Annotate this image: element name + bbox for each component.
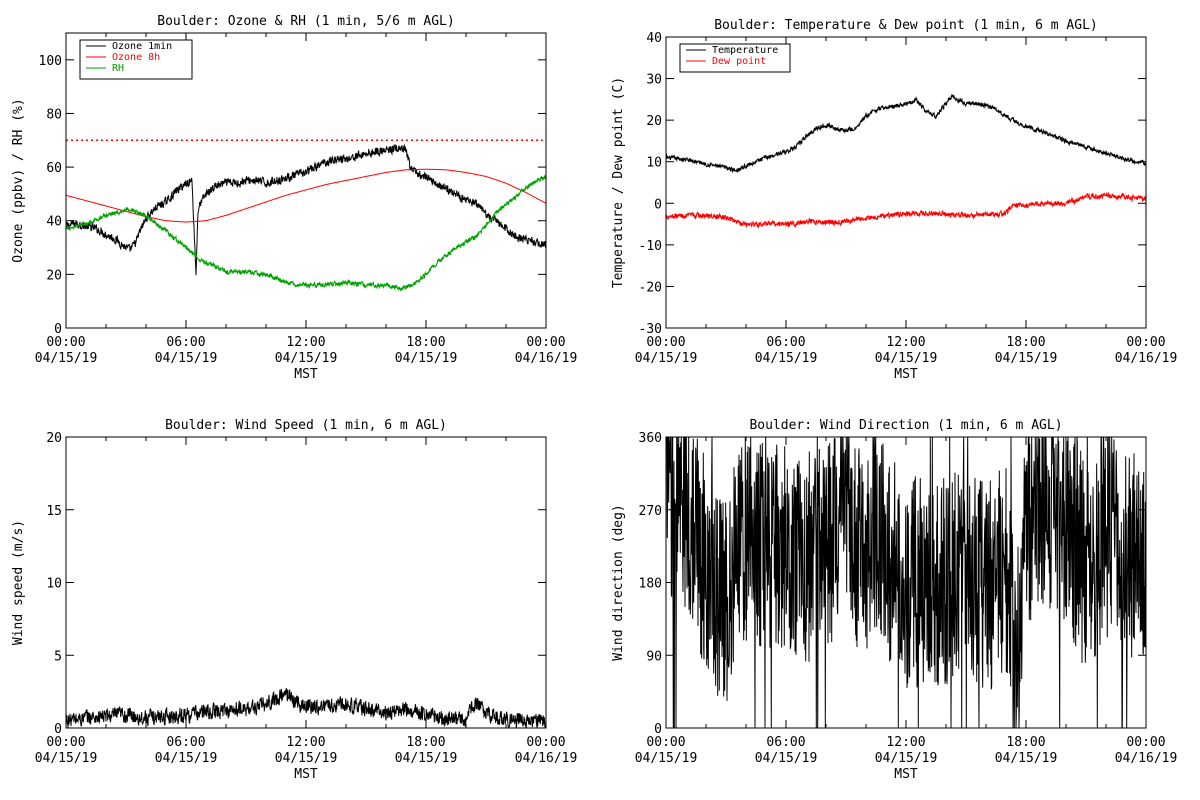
x-tick-label: 04/16/19 [1115, 751, 1178, 766]
chart-temp_dew: Boulder: Temperature & Dew point (1 min,… [611, 18, 1177, 382]
y-tick-label: 80 [46, 107, 62, 122]
x-tick-label: 04/15/19 [995, 351, 1058, 366]
x-tick-label: 18:00 [406, 335, 445, 350]
y-axis-label: Wind speed (m/s) [11, 520, 26, 645]
y-tick-label: 10 [646, 156, 662, 171]
legend-entry: RH [112, 63, 124, 74]
y-axis-label: Wind direction (deg) [611, 504, 626, 661]
chart-wind_speed: Boulder: Wind Speed (1 min, 6 m AGL) 0 5 10… [11, 418, 577, 782]
y-tick-label: 0 [54, 322, 62, 337]
x-tick-label: 06:00 [166, 735, 205, 750]
plot-frame [65, 436, 547, 729]
x-tick-label: 04/15/19 [155, 351, 218, 366]
x-tick-label: 18:00 [406, 735, 445, 750]
x-tick-label: 00:00 [46, 735, 85, 750]
legend-entry: Ozone 1min [112, 41, 172, 52]
y-tick-label: 60 [46, 161, 62, 176]
x-tick-label: 12:00 [286, 735, 325, 750]
chart-title: Boulder: Wind Speed (1 min, 6 m AGL) [165, 418, 447, 433]
x-tick-label: 00:00 [526, 335, 565, 350]
x-tick-label: 18:00 [1006, 335, 1045, 350]
x-tick-label: 04/15/19 [635, 751, 698, 766]
series-line-dew-point [666, 191, 1146, 229]
legend [679, 43, 791, 73]
x-axis-label: MST [894, 767, 918, 782]
x-tick-label: 12:00 [286, 335, 325, 350]
series-line-wind_dir [666, 437, 1146, 728]
y-tick-label: -30 [639, 322, 662, 337]
x-tick-label: 04/16/19 [515, 351, 578, 366]
series-line-wind_speed [66, 687, 546, 728]
x-tick-label: 04/16/19 [515, 751, 578, 766]
chart-title: Boulder: Temperature & Dew point (1 min,… [714, 18, 1098, 33]
x-tick-label: 00:00 [46, 335, 85, 350]
y-tick-label: 40 [646, 31, 662, 46]
x-tick-label: 00:00 [526, 735, 565, 750]
y-tick-label: 20 [46, 431, 62, 446]
x-tick-label: 04/15/19 [875, 351, 938, 366]
x-axis-label: MST [894, 367, 918, 382]
x-tick-label: 04/16/19 [1115, 351, 1178, 366]
y-tick-label: -10 [639, 239, 662, 254]
x-tick-label: 12:00 [886, 735, 925, 750]
x-axis-label: MST [294, 367, 318, 382]
x-tick-label: 04/15/19 [275, 351, 338, 366]
x-tick-label: 04/15/19 [635, 351, 698, 366]
y-tick-label: 100 [39, 54, 62, 69]
legend-entry: Temperature [712, 45, 778, 56]
x-tick-label: 00:00 [646, 735, 685, 750]
x-tick-label: 04/15/19 [275, 751, 338, 766]
x-tick-label: 04/15/19 [875, 751, 938, 766]
x-tick-label: 06:00 [166, 335, 205, 350]
x-tick-label: 04/15/19 [155, 751, 218, 766]
chart-title: Boulder: Ozone & RH (1 min, 5/6 m AGL) [157, 14, 454, 29]
x-tick-label: 12:00 [886, 335, 925, 350]
plot-frame [665, 36, 1147, 329]
y-tick-label: 0 [54, 722, 62, 737]
x-tick-label: 06:00 [766, 735, 805, 750]
x-tick-label: 04/15/19 [755, 351, 818, 366]
legend-entry: Dew point [712, 56, 766, 67]
y-tick-label: 10 [46, 577, 62, 592]
chart-wind_dir: Boulder: Wind Direction (1 min, 6 m AGL)… [611, 418, 1177, 782]
y-tick-label: 270 [639, 504, 662, 519]
x-tick-label: 04/15/19 [395, 751, 458, 766]
x-tick-label: 18:00 [1006, 735, 1045, 750]
chart-title: Boulder: Wind Direction (1 min, 6 m AGL) [749, 418, 1062, 433]
x-tick-label: 04/15/19 [395, 351, 458, 366]
y-tick-label: -20 [639, 280, 662, 295]
x-tick-label: 00:00 [646, 335, 685, 350]
series-line-ozone-1min [66, 143, 546, 276]
y-tick-label: 20 [46, 268, 62, 283]
series-line-rh [66, 174, 546, 292]
y-tick-label: 40 [46, 215, 62, 230]
y-tick-label: 0 [654, 722, 662, 737]
y-tick-label: 5 [54, 649, 62, 664]
y-tick-label: 30 [646, 73, 662, 88]
y-axis-label: Temperature / Dew point (C) [611, 77, 626, 288]
x-tick-label: 04/15/19 [755, 751, 818, 766]
x-tick-label: 04/15/19 [35, 751, 98, 766]
x-tick-label: 04/15/19 [35, 351, 98, 366]
x-tick-label: 00:00 [1126, 735, 1165, 750]
y-axis-label: Ozone (ppbv) / RH (%) [11, 98, 26, 262]
x-tick-label: 00:00 [1126, 335, 1165, 350]
series-line-temperature [666, 94, 1146, 174]
y-tick-label: 90 [646, 649, 662, 664]
y-tick-label: 15 [46, 504, 62, 519]
x-tick-label: 04/15/19 [995, 751, 1058, 766]
x-axis-label: MST [294, 767, 318, 782]
y-tick-label: 0 [654, 197, 662, 212]
chart-ozone_rh: Boulder: Ozone & RH (1 min, 5/6 m AGL) 0 2… [11, 14, 577, 382]
legend-entry: Ozone 8h [112, 52, 160, 63]
y-tick-label: 180 [639, 577, 662, 592]
y-tick-label: 20 [646, 114, 662, 129]
y-tick-label: 360 [639, 431, 662, 446]
x-tick-label: 06:00 [766, 335, 805, 350]
